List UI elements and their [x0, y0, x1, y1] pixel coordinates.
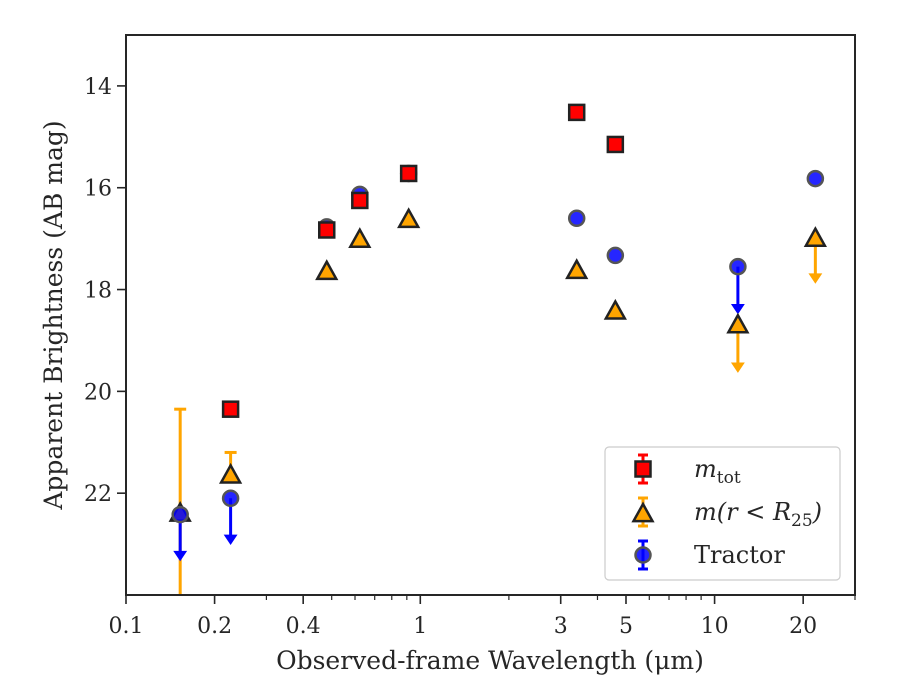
- legend-box: [604, 446, 841, 581]
- data-point: [171, 505, 189, 524]
- legend-label-subscript: tot: [717, 468, 741, 488]
- plot-frame: [125, 34, 856, 596]
- y-tick-label: 22: [84, 482, 112, 507]
- y-tick-label: 18: [84, 279, 112, 304]
- legend-entry-mtot: mtot: [634, 453, 741, 488]
- data-point: [399, 164, 418, 183]
- data-point: [318, 221, 336, 239]
- upper-limit-arrowhead: [223, 534, 238, 545]
- upper-limit-arrowhead: [173, 550, 188, 562]
- data-point: [397, 207, 421, 229]
- data-point: [726, 312, 750, 334]
- x-axis: 0.1 0.2 0.4 1 3 5 10 20: [109, 595, 856, 639]
- data-point: [803, 226, 827, 248]
- series-mtot: [221, 103, 625, 418]
- legend-marker: [634, 460, 652, 478]
- data-point: [603, 298, 627, 320]
- x-tick-label: 5: [619, 614, 633, 639]
- legend-marker: [634, 546, 652, 564]
- x-axis-label: Observed-frame Wavelength (μm): [276, 646, 704, 675]
- x-tick-label: 20: [789, 614, 817, 639]
- y-axis: 14 16 18 20 22: [84, 75, 126, 507]
- data-point: [606, 135, 625, 154]
- data-point: [221, 489, 240, 508]
- legend-entry-tractor: Tractor: [634, 539, 785, 571]
- data-point: [729, 257, 747, 276]
- data-point: [567, 209, 586, 228]
- legend-label-main: m(r < R: [694, 498, 791, 526]
- legend-entry-mr25: m(r < R25): [631, 496, 822, 531]
- x-tick-label: 0.4: [286, 614, 321, 639]
- legend-label: Tractor: [694, 541, 785, 569]
- data-point: [315, 259, 339, 281]
- data-point: [351, 191, 369, 210]
- x-tick-label: 0.2: [197, 614, 232, 639]
- data-point: [221, 400, 240, 418]
- legend-label-main: m: [694, 455, 717, 483]
- plot-area: [168, 103, 827, 595]
- legend-label-subscript: 25: [791, 511, 813, 531]
- x-tick-label: 1: [413, 614, 427, 639]
- x-tick-label: 10: [701, 614, 729, 639]
- marker-layer: [168, 103, 827, 524]
- data-point: [218, 462, 243, 484]
- legend: mtot m(r < R25) Tractor: [604, 446, 841, 581]
- legend-marker: [631, 501, 655, 523]
- data-point: [806, 169, 825, 188]
- y-tick-label: 14: [84, 75, 112, 100]
- legend-label-end: ): [812, 498, 822, 526]
- x-tick-label: 3: [554, 614, 568, 639]
- data-point: [606, 246, 625, 265]
- y-tick-label: 16: [84, 177, 112, 202]
- legend-label: m(r < R25): [694, 498, 822, 531]
- upper-limit-arrowhead: [808, 273, 823, 284]
- legend-label: mtot: [694, 455, 741, 488]
- x-tick-label: 0.1: [109, 614, 144, 639]
- y-axis-label: Apparent Brightness (AB mag): [39, 120, 68, 510]
- data-point: [565, 258, 589, 280]
- upper-limit-arrowhead: [730, 303, 745, 315]
- data-point: [567, 103, 586, 122]
- y-tick-label: 20: [84, 380, 112, 405]
- data-point: [348, 227, 372, 249]
- upper-limit-arrowhead: [730, 362, 745, 373]
